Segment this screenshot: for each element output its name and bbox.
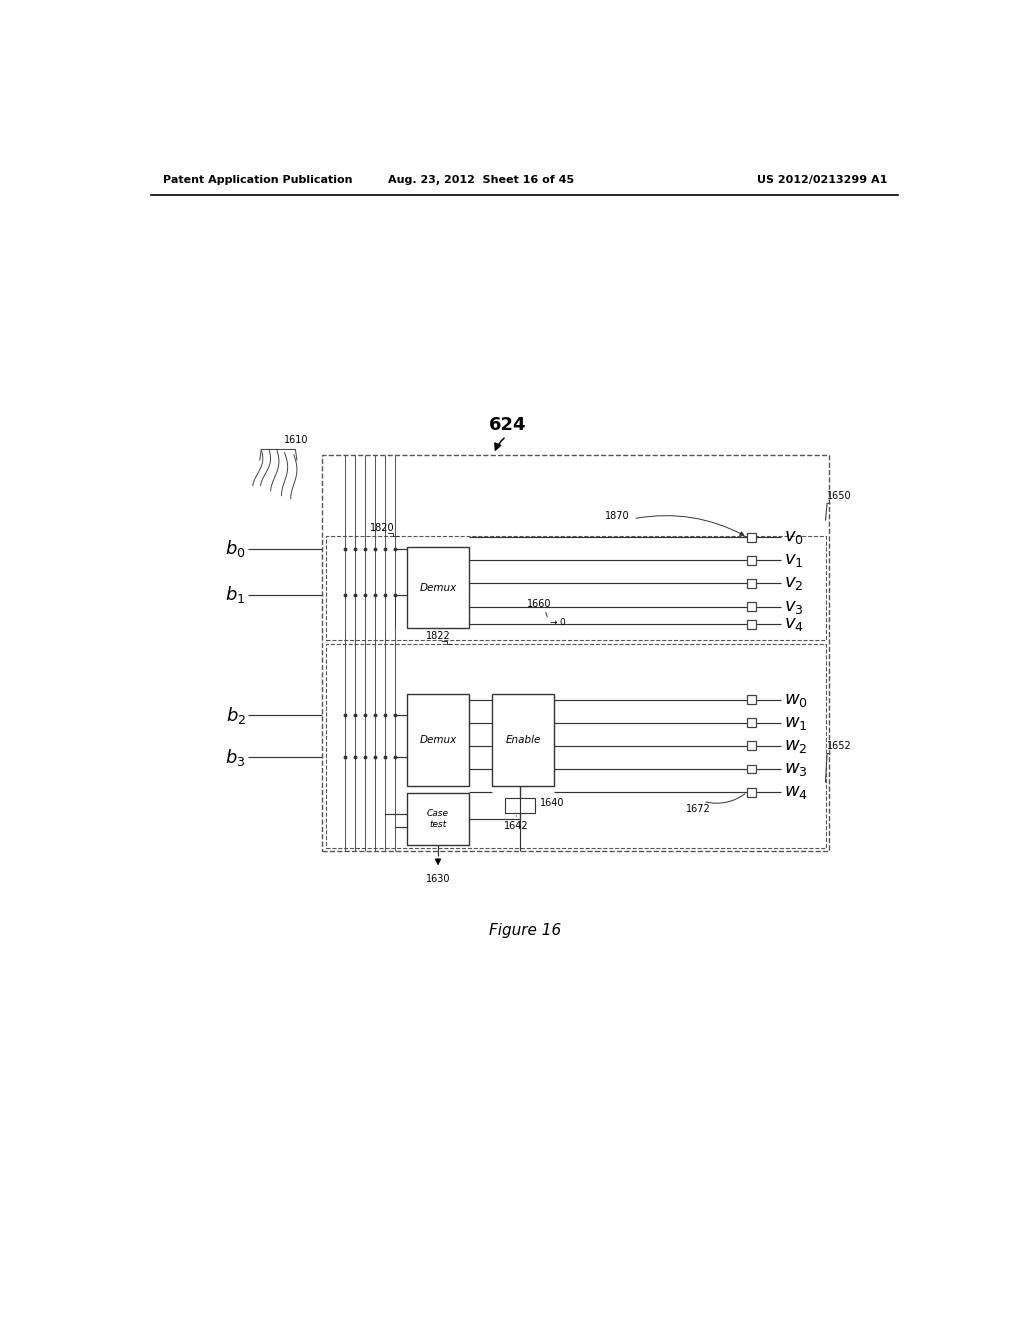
Bar	[748, 620, 757, 628]
Bar	[748, 602, 757, 611]
Text: $b_1$: $b_1$	[225, 585, 246, 606]
FancyBboxPatch shape	[493, 693, 554, 785]
Bar	[748, 742, 757, 750]
Text: Figure 16: Figure 16	[488, 923, 561, 939]
Text: Aug. 23, 2012  Sheet 16 of 45: Aug. 23, 2012 Sheet 16 of 45	[387, 176, 573, 185]
Text: 1642: 1642	[504, 821, 528, 830]
FancyBboxPatch shape	[407, 793, 469, 845]
FancyBboxPatch shape	[506, 797, 535, 813]
Bar	[748, 696, 757, 704]
Text: Demux: Demux	[420, 582, 457, 593]
Bar	[748, 579, 757, 587]
Text: Case
test: Case test	[427, 809, 449, 829]
Text: Patent Application Publication: Patent Application Publication	[163, 176, 352, 185]
Bar	[748, 718, 757, 727]
Text: 1630: 1630	[426, 875, 451, 884]
Text: Demux: Demux	[420, 735, 457, 744]
Bar	[748, 556, 757, 565]
Text: $w_3$: $w_3$	[784, 760, 808, 777]
Text: 1610: 1610	[284, 434, 308, 445]
Text: $w_4$: $w_4$	[784, 783, 808, 801]
Text: $v_4$: $v_4$	[784, 615, 804, 634]
Text: 1660: 1660	[527, 599, 552, 609]
Text: 1652: 1652	[827, 742, 852, 751]
FancyBboxPatch shape	[407, 548, 469, 628]
FancyBboxPatch shape	[407, 693, 469, 785]
Bar	[748, 533, 757, 541]
Bar	[748, 788, 757, 796]
Text: $w_0$: $w_0$	[784, 690, 808, 709]
Text: 1822: 1822	[426, 631, 452, 642]
Text: 624: 624	[489, 416, 526, 434]
Bar	[748, 764, 757, 774]
Text: 1820: 1820	[370, 524, 394, 533]
Text: 1672: 1672	[686, 804, 711, 813]
Text: $v_2$: $v_2$	[784, 574, 804, 593]
Text: Enable: Enable	[506, 735, 541, 744]
Text: 1640: 1640	[540, 797, 564, 808]
Text: $b_2$: $b_2$	[225, 705, 246, 726]
Text: 1650: 1650	[827, 491, 852, 502]
Text: $w_2$: $w_2$	[784, 737, 808, 755]
Text: $\rightarrow 0$: $\rightarrow 0$	[548, 615, 566, 627]
Text: $v_3$: $v_3$	[784, 598, 804, 615]
Text: $w_1$: $w_1$	[784, 714, 808, 731]
Text: $v_1$: $v_1$	[784, 552, 804, 569]
Text: $b_0$: $b_0$	[225, 539, 246, 560]
Text: 1870: 1870	[604, 511, 630, 521]
Text: $b_3$: $b_3$	[225, 747, 246, 768]
Text: US 2012/0213299 A1: US 2012/0213299 A1	[757, 176, 888, 185]
Text: $v_0$: $v_0$	[784, 528, 804, 546]
